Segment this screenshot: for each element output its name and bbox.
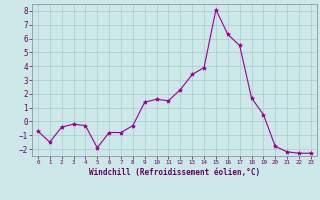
X-axis label: Windchill (Refroidissement éolien,°C): Windchill (Refroidissement éolien,°C) bbox=[89, 168, 260, 177]
